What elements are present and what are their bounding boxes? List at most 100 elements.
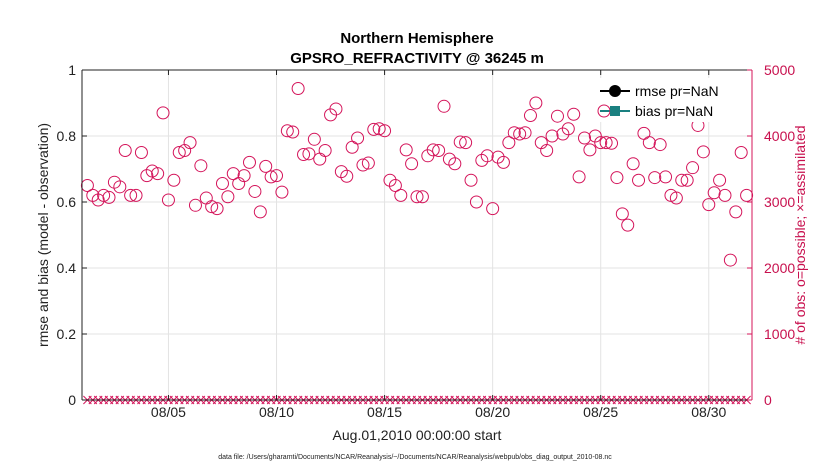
possible-obs-point: [410, 190, 424, 204]
possible-obs-point: [486, 202, 500, 216]
possible-obs-point: [653, 138, 667, 152]
possible-obs-point: [588, 129, 602, 143]
possible-obs-point: [286, 125, 300, 139]
possible-obs-point: [718, 188, 732, 202]
possible-obs-point: [518, 126, 532, 140]
possible-obs-point: [529, 96, 543, 110]
possible-obs-point: [194, 159, 208, 173]
possible-obs-point: [367, 122, 381, 136]
possible-obs-point: [621, 218, 635, 232]
ticks: 08/05 08/10 08/15 08/20 08/25 08/30 0 0.2 0.4 0.6…: [57, 62, 796, 420]
possible-obs-point: [270, 169, 284, 183]
possible-obs-point: [340, 169, 354, 183]
possible-obs-point: [513, 127, 527, 141]
plot-area: [82, 70, 752, 400]
possible-obs-point: [318, 144, 332, 158]
possible-obs-point: [259, 159, 273, 173]
possible-obs-point: [583, 143, 597, 157]
y2-tick-label: 4000: [764, 128, 795, 144]
possible-obs-point: [183, 136, 197, 150]
possible-obs-point: [502, 136, 516, 150]
possible-obs-point: [675, 173, 689, 187]
x-tick-label: 08/10: [259, 404, 294, 420]
possible-obs-point: [248, 184, 262, 198]
possible-obs-point: [702, 198, 716, 212]
x-axis-label: Aug.01,2010 00:00:00 start: [333, 427, 502, 443]
x-tick-label: 08/05: [151, 404, 186, 420]
possible-obs-point: [459, 136, 473, 150]
possible-obs-point: [426, 143, 440, 157]
y-tick-label: 0.8: [57, 128, 77, 144]
possible-obs-point: [156, 106, 170, 120]
possible-obs-point: [361, 156, 375, 170]
possible-obs-point: [686, 161, 700, 175]
y-tick-label: 0.6: [57, 194, 77, 210]
possible-obs-point: [696, 145, 710, 159]
possible-obs-point: [280, 124, 294, 138]
possible-obs-point: [264, 170, 278, 184]
possible-obs-point: [388, 179, 402, 192]
possible-obs-point: [491, 150, 505, 164]
possible-obs-point: [605, 136, 619, 150]
possible-obs-point: [215, 177, 229, 191]
possible-obs-point: [740, 188, 754, 202]
y2-axis-label: # of obs: o=possible; ×=assimilated: [792, 125, 808, 344]
legend: rmse pr=NaN bias pr=NaN: [594, 78, 736, 122]
x-tick-label: 08/15: [367, 404, 402, 420]
possible-obs-point: [394, 188, 408, 202]
possible-obs-point: [383, 173, 397, 187]
possible-obs-point: [124, 188, 138, 202]
possible-obs-point: [540, 144, 554, 158]
axes: [81, 69, 753, 401]
possible-obs-point: [118, 144, 132, 158]
legend-rmse-label: rmse pr=NaN: [635, 83, 719, 99]
possible-obs-point: [642, 136, 656, 150]
possible-obs-point: [329, 102, 343, 116]
possible-obs-point: [707, 186, 721, 200]
possible-obs-point: [302, 147, 316, 161]
chart-subtitle: GPSRO_REFRACTIVITY @ 36245 m: [290, 50, 544, 67]
possible-obs-point: [351, 131, 365, 145]
possible-obs-point: [307, 132, 321, 146]
possible-obs-point: [102, 190, 116, 204]
possible-obs-point: [80, 179, 94, 192]
possible-obs-point: [594, 136, 608, 150]
y2-tick-label: 1000: [764, 326, 795, 342]
data-file-footnote: data file: /Users/gharamti/Documents/NCA…: [218, 454, 612, 461]
possible-obs-point: [161, 193, 175, 207]
possible-obs-point: [226, 167, 240, 181]
possible-obs-point: [723, 253, 737, 267]
possible-obs-point: [713, 173, 727, 187]
possible-obs-point: [134, 146, 148, 159]
possible-obs-point: [507, 126, 521, 140]
possible-obs-point: [415, 190, 429, 204]
possible-obs-point: [550, 109, 564, 123]
possible-obs-point: [378, 124, 392, 138]
possible-obs-point: [291, 81, 305, 95]
y-tick-label: 0: [68, 392, 76, 408]
observation-points: [80, 81, 754, 405]
x-tick-label: 08/30: [691, 404, 726, 420]
possible-obs-point: [237, 169, 251, 183]
possible-obs-point: [188, 198, 202, 212]
chart-title: Northern Hemisphere: [340, 30, 493, 47]
possible-obs-point: [578, 131, 591, 145]
y2-tick-label: 5000: [764, 62, 795, 78]
possible-obs-point: [729, 205, 743, 219]
possible-obs-point: [437, 99, 451, 113]
possible-obs-point: [626, 157, 640, 171]
x-tick-label: 08/25: [583, 404, 618, 420]
possible-obs-point: [151, 167, 165, 181]
possible-obs-point: [210, 202, 224, 216]
possible-obs-point: [680, 173, 694, 187]
possible-obs-point: [464, 173, 478, 187]
possible-obs-point: [561, 122, 575, 136]
possible-obs-point: [610, 171, 624, 185]
possible-obs-point: [480, 149, 494, 163]
legend-rmse-marker: [609, 85, 621, 97]
legend-bias-marker: [610, 106, 620, 116]
possible-obs-point: [669, 191, 683, 205]
possible-obs-point: [469, 195, 483, 209]
possible-obs-point: [399, 143, 413, 157]
